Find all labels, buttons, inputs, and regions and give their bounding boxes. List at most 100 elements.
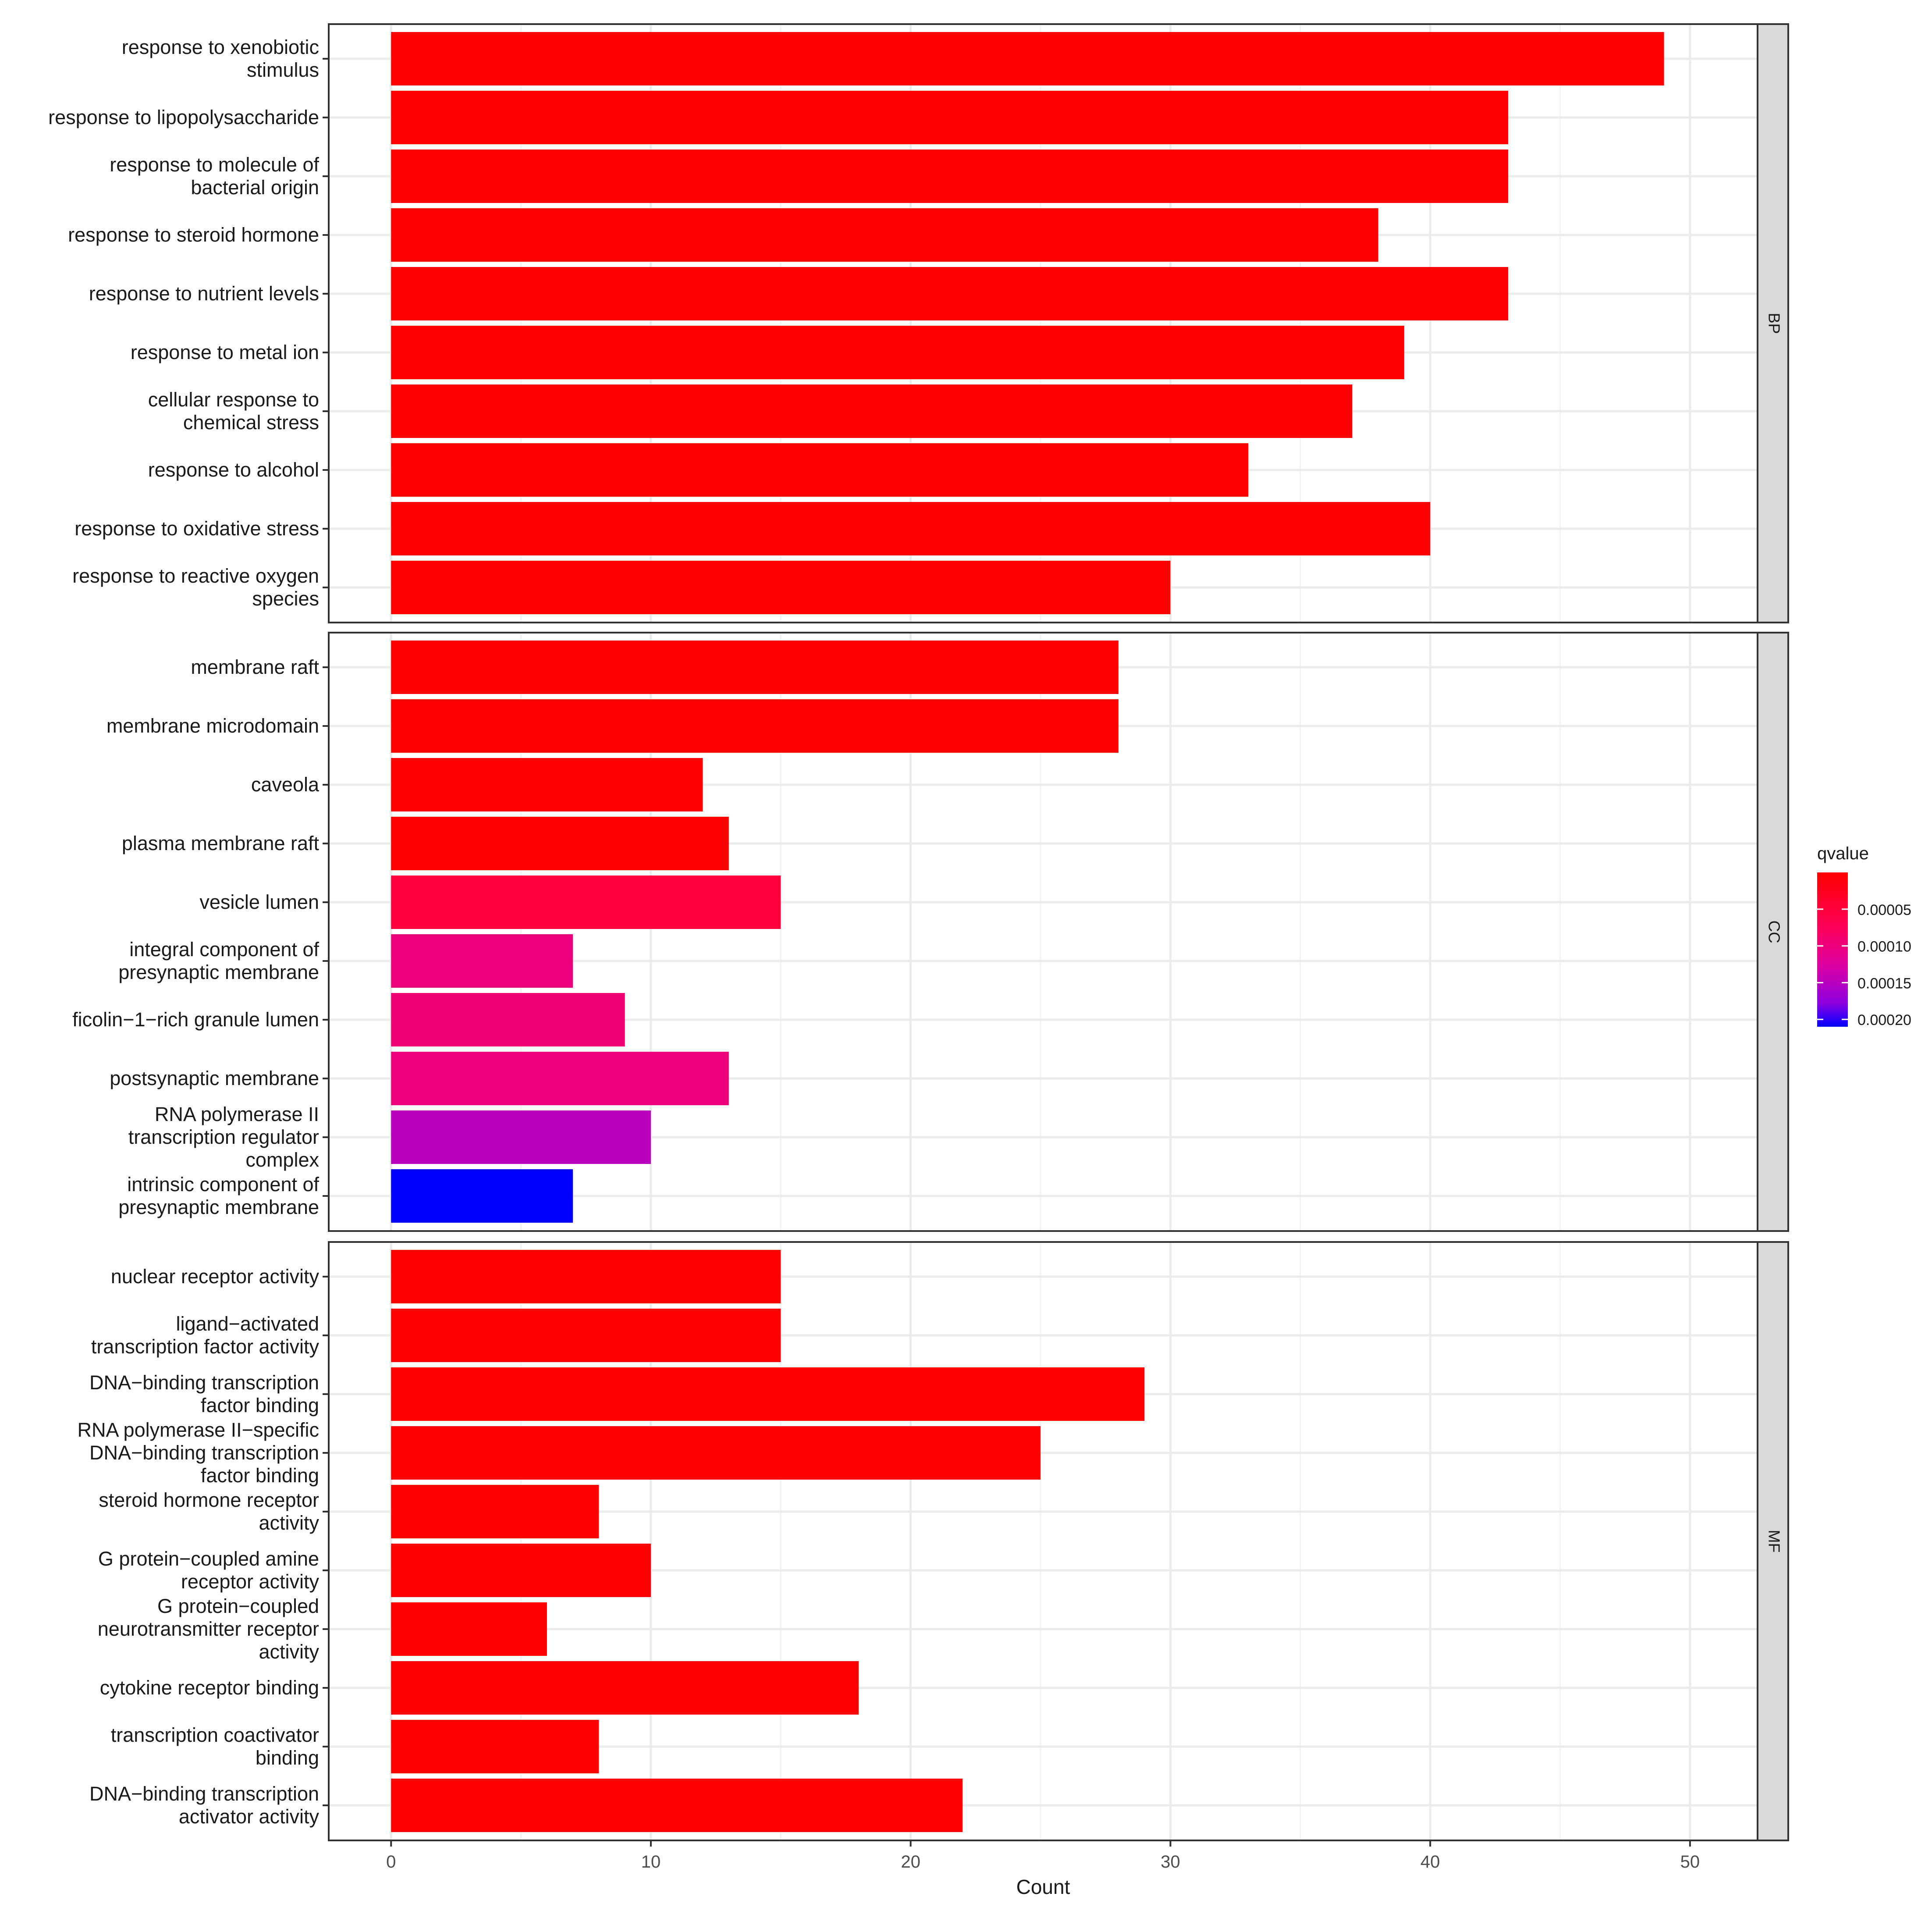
term-label-line: DNA−binding transcription (89, 1783, 319, 1805)
bar (391, 1367, 1145, 1421)
term-label: response to lipopolysaccharide (48, 106, 319, 128)
term-label-line: factor binding (201, 1394, 319, 1416)
term-label: DNA−binding transcription factor binding (89, 1371, 319, 1416)
term-label: intrinsic component of presynaptic membra… (118, 1173, 319, 1218)
term-label: G protein−coupled amine receptor activity (98, 1548, 320, 1593)
term-label: response to steroid hormone (68, 224, 319, 246)
legend-tick-label: 0.00015 (1857, 975, 1911, 992)
term-label: integral component of presynaptic membran… (118, 938, 319, 983)
term-label: response to reactive oxygen species (72, 565, 319, 610)
term-label-line: ficolin−1−rich granule lumen (72, 1008, 319, 1031)
bar (391, 443, 1249, 497)
term-label: plasma membrane raft (122, 832, 320, 854)
term-label-line: vesicle lumen (199, 891, 319, 913)
legend-tick-label: 0.00020 (1857, 1012, 1911, 1028)
term-label: cytokine receptor binding (100, 1676, 319, 1699)
term-label-line: DNA−binding transcription (89, 1441, 319, 1464)
term-label-line: membrane raft (191, 656, 319, 678)
bar (391, 1169, 573, 1223)
bar (391, 1661, 859, 1715)
term-label-line: cytokine receptor binding (100, 1676, 319, 1699)
bar (391, 561, 1171, 614)
term-label-line: response to oxidative stress (75, 517, 319, 540)
term-label-line: binding (256, 1747, 319, 1769)
term-label-line: bacterial origin (191, 176, 319, 199)
term-label-line: G protein−coupled amine (98, 1548, 319, 1570)
term-label: RNA polymerase II−specific DNA−binding tr… (78, 1419, 319, 1487)
term-label: response to molecule of bacterial origin (110, 153, 319, 199)
legend-colorbar (1817, 872, 1848, 1027)
x-tick-label: 0 (386, 1852, 396, 1872)
term-label: response to alcohol (148, 459, 319, 481)
term-label: membrane microdomain (107, 715, 319, 737)
facet-strip (1757, 632, 1789, 1232)
term-label: response to metal ion (131, 341, 319, 363)
term-label: vesicle lumen (199, 891, 319, 913)
bar (391, 1309, 781, 1362)
bar (391, 758, 703, 811)
term-label: ficolin−1−rich granule lumen (72, 1008, 319, 1031)
x-tick-label: 30 (1161, 1852, 1180, 1872)
facet-strip-label: BP (1765, 313, 1783, 334)
bar (391, 1052, 729, 1105)
bar (391, 326, 1404, 379)
legend-tick-label: 0.00005 (1857, 902, 1911, 918)
bar (391, 1250, 781, 1303)
bar (391, 1602, 547, 1656)
qvalue-legend: qvalue 0.00005 0.00010 0.00015 0.00020 (1817, 844, 1911, 1028)
term-label-line: steroid hormone receptor (99, 1489, 319, 1511)
term-label-line: response to xenobiotic (122, 36, 319, 58)
term-label: cellular response to chemical stress (148, 388, 319, 434)
bar (391, 993, 625, 1046)
x-axis-title: Count (1016, 1875, 1070, 1898)
x-tick-label: 50 (1680, 1852, 1700, 1872)
term-label-line: plasma membrane raft (122, 832, 320, 854)
x-tick-label: 20 (901, 1852, 920, 1872)
term-label-line: transcription factor activity (91, 1335, 320, 1358)
x-axis: 0 10 20 30 40 50 (386, 1840, 1700, 1872)
term-label: nuclear receptor activity (111, 1265, 320, 1288)
term-label-line: transcription regulator (128, 1126, 319, 1148)
facet-strip (1757, 1241, 1789, 1841)
term-label: ligand−activated transcription factor act… (91, 1313, 320, 1358)
bar (391, 1110, 651, 1164)
term-label: steroid hormone receptor activity (99, 1489, 319, 1534)
term-label-line: response to steroid hormone (68, 224, 319, 246)
term-label: response to nutrient levels (89, 282, 319, 305)
bar (391, 208, 1378, 262)
legend-title: qvalue (1817, 844, 1869, 863)
term-label-line: activity (259, 1641, 319, 1663)
facet-panel-cc: membrane raft membrane microdomain caveola… (72, 632, 1789, 1232)
bar (391, 1779, 963, 1832)
term-label: G protein−coupled neurotransmitter recept… (98, 1595, 320, 1663)
term-label-line: complex (245, 1149, 319, 1171)
term-label-line: receptor activity (181, 1570, 320, 1593)
facet-strip (1757, 23, 1789, 623)
term-label-line: postsynaptic membrane (110, 1067, 319, 1089)
facet-panel-mf: nuclear receptor activity ligand−activate… (78, 1241, 1789, 1841)
legend-tick-label: 0.00010 (1857, 939, 1911, 955)
bar (391, 91, 1508, 144)
bar (391, 32, 1664, 85)
bar (391, 384, 1353, 438)
term-label-line: response to reactive oxygen (72, 565, 319, 587)
term-label-line: activity (259, 1512, 319, 1534)
term-label-line: response to metal ion (131, 341, 319, 363)
term-label-line: membrane microdomain (107, 715, 319, 737)
facet-strip-label: MF (1765, 1530, 1783, 1553)
term-label-line: RNA polymerase II−specific (78, 1419, 319, 1441)
term-label: response to xenobiotic stimulus (122, 36, 319, 81)
bar (391, 502, 1431, 555)
term-label: response to oxidative stress (75, 517, 319, 540)
bar (391, 699, 1119, 753)
bar (391, 1544, 651, 1597)
term-label-line: RNA polymerase II (155, 1103, 319, 1125)
term-label-line: presynaptic membrane (118, 1196, 319, 1218)
term-label-line: stimulus (247, 59, 319, 81)
bar (391, 817, 729, 870)
bar (391, 267, 1508, 320)
term-label: RNA polymerase II transcription regulator… (128, 1103, 320, 1171)
